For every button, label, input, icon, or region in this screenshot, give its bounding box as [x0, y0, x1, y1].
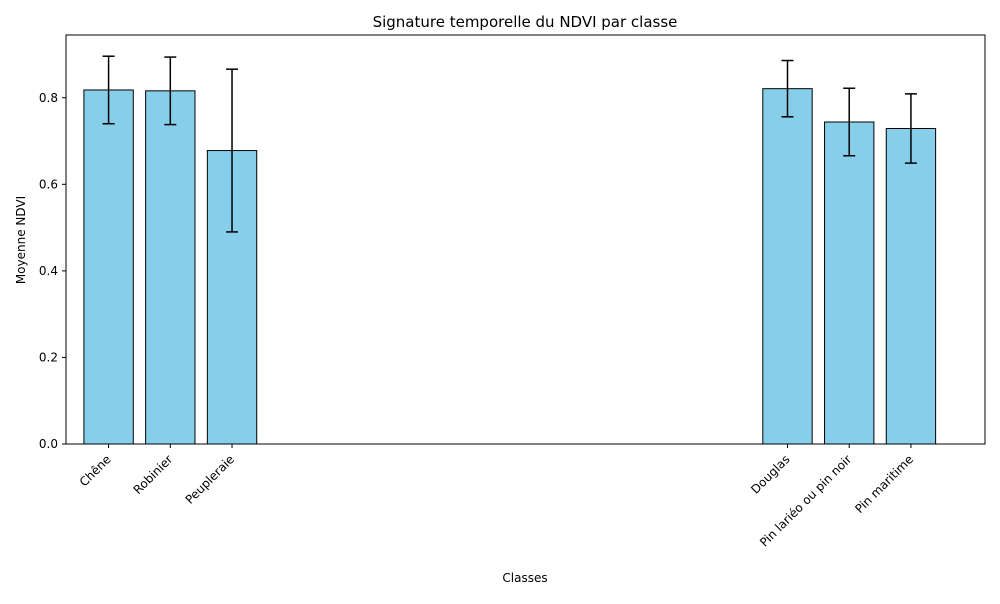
x-tick-label-0: Chêne [77, 452, 114, 489]
plot-frame [65, 34, 986, 445]
bar-4 [824, 121, 875, 445]
bar-0 [83, 89, 134, 445]
y-tick-label-1: 0.2 [39, 350, 58, 364]
y-tick-label-4: 0.8 [39, 91, 58, 105]
x-tick-label-3: Douglas [748, 452, 792, 496]
x-tick-label-2: Peupleraie [183, 452, 238, 507]
plot-area: 0.0 0.2 0.4 0.6 0.8 Chêne Robinier Peupleraie Do… [39, 34, 986, 550]
y-tick-label-2: 0.4 [39, 264, 58, 278]
y-tick-label-3: 0.6 [39, 177, 58, 191]
y-tick-label-0: 0.0 [39, 437, 58, 451]
bar-1 [145, 90, 196, 445]
bar-5 [885, 127, 937, 445]
bar-3 [762, 88, 813, 445]
x-tick-label-1: Robinier [131, 452, 176, 497]
x-axis-label: Classes [502, 571, 547, 585]
chart-title: Signature temporelle du NDVI par classe [373, 13, 678, 31]
x-tick-label-5: Pin maritime [852, 452, 916, 516]
y-axis-label: Moyenne NDVI [14, 196, 28, 284]
